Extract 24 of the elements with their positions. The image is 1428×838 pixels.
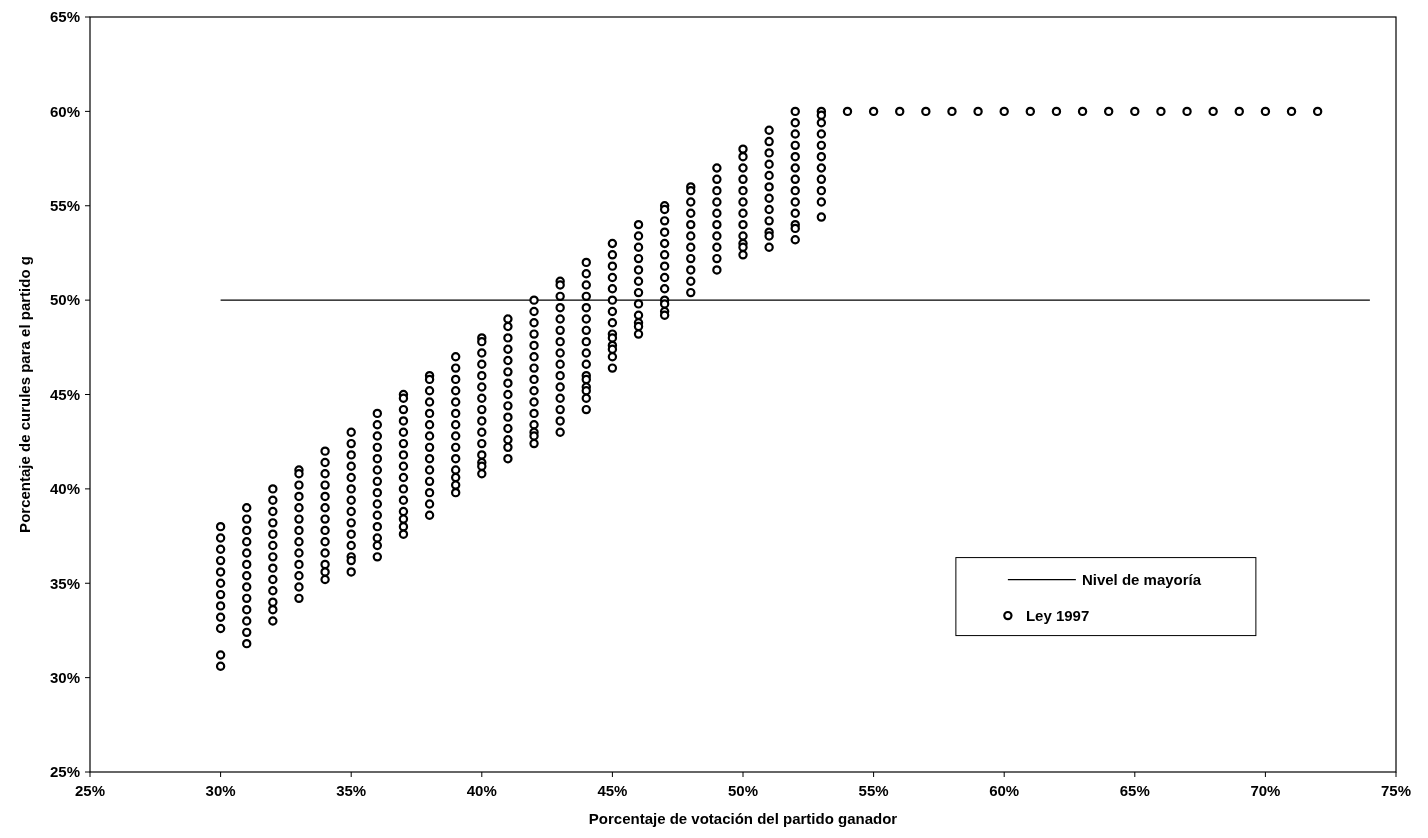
x-axis-title: Porcentaje de votación del partido ganador	[588, 810, 898, 827]
y-tick-label: 35%	[49, 574, 80, 592]
y-tick-label: 25%	[49, 763, 80, 781]
x-tick-label: 70%	[1250, 782, 1281, 799]
y-tick-label: 50%	[49, 291, 80, 309]
x-tick-label: 30%	[205, 782, 236, 799]
legend-label: Ley 1997	[1025, 606, 1090, 624]
y-tick-label: 65%	[49, 8, 80, 26]
x-tick-label: 25%	[74, 782, 106, 799]
y-tick-label: 30%	[49, 668, 80, 686]
x-tick-label: 55%	[858, 782, 889, 799]
x-tick-label: 65%	[1119, 782, 1150, 799]
y-tick-label: 45%	[49, 385, 80, 403]
x-tick-label: 45%	[597, 782, 628, 799]
x-tick-label: 75%	[1380, 782, 1412, 799]
x-tick-label: 60%	[989, 782, 1020, 799]
y-tick-label: 55%	[49, 197, 80, 214]
legend-label: Nivel de mayoría	[1081, 570, 1202, 588]
y-tick-label: 60%	[49, 102, 80, 120]
x-tick-label: 40%	[466, 782, 497, 799]
x-tick-label: 50%	[727, 782, 759, 799]
x-tick-label: 35%	[336, 782, 367, 799]
y-tick-label: 40%	[49, 480, 80, 498]
y-axis-title: Porcentaje de curules para el partido g	[16, 256, 33, 533]
